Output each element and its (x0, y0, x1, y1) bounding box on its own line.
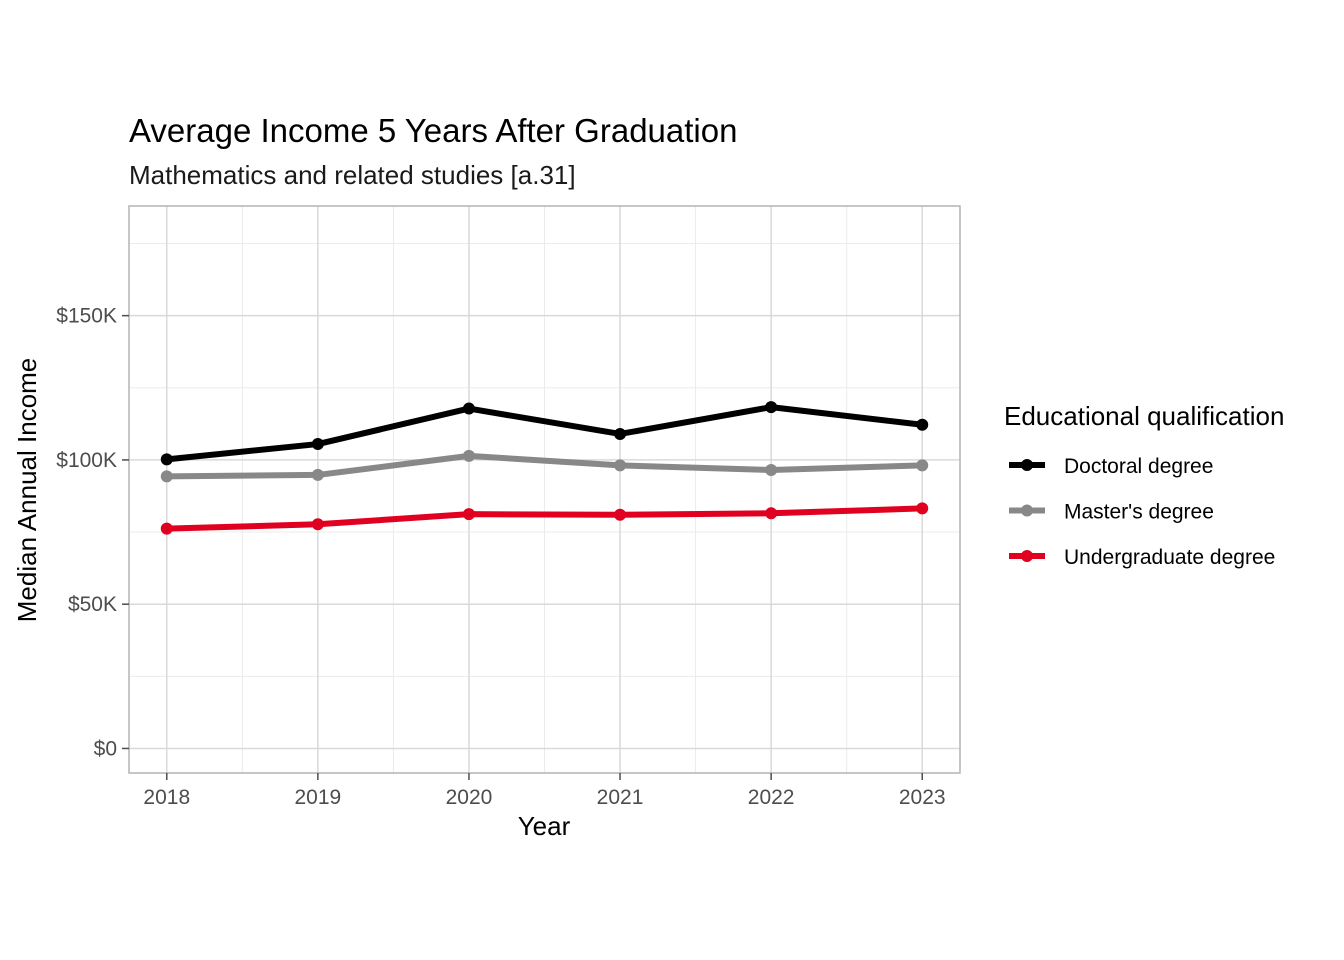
y-axis-title: Median Annual Income (12, 358, 42, 623)
x-axis-ticks: 2018 2019 2020 2021 2022 2023 (143, 773, 946, 809)
series-undergraduate-degree (160, 502, 929, 535)
series-line-master-s-degree (166, 452, 923, 480)
series-doctoral-degree (160, 401, 929, 466)
data-point-master-s-degree (614, 459, 627, 472)
series-line-doctoral-degree (166, 404, 923, 463)
data-point-undergraduate-degree (765, 507, 778, 520)
plot-panel-border (128, 205, 961, 774)
data-point-master-s-degree (311, 468, 324, 481)
minor-gridlines (129, 206, 960, 773)
data-point-master-s-degree (462, 449, 475, 462)
legend-item-doctoral-degree: Doctoral degree (1009, 455, 1213, 478)
data-point-undergraduate-degree (462, 508, 475, 521)
legend-label: Master's degree (1064, 501, 1214, 524)
x-axis-title: Year (518, 811, 571, 841)
data-point-doctoral-degree (311, 438, 324, 451)
data-point-undergraduate-degree (614, 508, 627, 521)
data-point-master-s-degree (765, 464, 778, 477)
legend-item-master-s-degree: Master's degree (1009, 501, 1214, 524)
data-point-master-s-degree (160, 470, 173, 483)
legend-key-point (1021, 550, 1033, 562)
x-tick-label: 2018 (143, 786, 190, 809)
data-point-undergraduate-degree (916, 502, 929, 515)
chart-subtitle: Mathematics and related studies [a.31] (129, 160, 576, 190)
legend-label: Doctoral degree (1064, 455, 1213, 478)
y-tick-label: $50K (68, 593, 117, 616)
data-point-undergraduate-degree (160, 522, 173, 535)
x-tick-label: 2020 (446, 786, 493, 809)
legend-title: Educational qualification (1004, 401, 1284, 431)
x-tick-label: 2021 (597, 786, 644, 809)
legend: Doctoral degree Master's degree Undergradu… (1009, 455, 1275, 569)
y-axis-ticks: $0 $50K $100K $150K (56, 305, 129, 760)
chart-title: Average Income 5 Years After Graduation (129, 112, 737, 149)
y-tick-label: $100K (56, 449, 117, 472)
data-point-doctoral-degree (614, 427, 627, 440)
series-layer (160, 401, 929, 535)
x-tick-label: 2022 (748, 786, 795, 809)
x-tick-label: 2019 (295, 786, 342, 809)
legend-key-point (1021, 459, 1033, 471)
data-point-doctoral-degree (462, 402, 475, 415)
legend-key-point (1021, 504, 1033, 517)
data-point-master-s-degree (916, 459, 929, 472)
y-tick-label: $0 (94, 737, 117, 760)
series-master-s-degree (160, 449, 929, 483)
series-line-undergraduate-degree (166, 505, 923, 532)
legend-item-undergraduate-degree: Undergraduate degree (1009, 546, 1275, 569)
data-point-undergraduate-degree (311, 518, 324, 531)
data-point-doctoral-degree (160, 453, 173, 466)
legend-label: Undergraduate degree (1064, 546, 1275, 569)
y-tick-label: $150K (56, 305, 117, 328)
data-point-doctoral-degree (765, 401, 778, 414)
data-point-doctoral-degree (916, 418, 929, 431)
x-tick-label: 2023 (899, 786, 946, 809)
